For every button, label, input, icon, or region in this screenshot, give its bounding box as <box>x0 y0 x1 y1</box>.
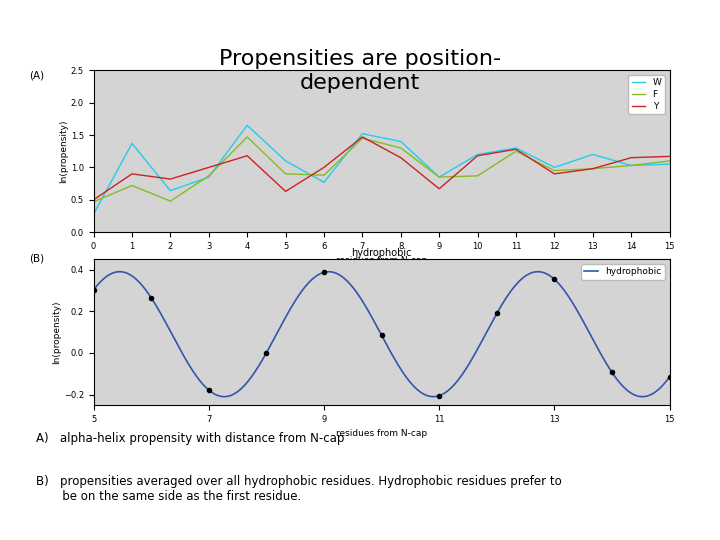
Point <box>549 275 560 284</box>
X-axis label: residues from N-cap: residues from N-cap <box>336 256 427 266</box>
Point <box>664 373 675 381</box>
Y <box>550 171 559 177</box>
Point <box>261 348 272 357</box>
Point <box>491 309 503 318</box>
Y-axis label: ln(propensity): ln(propensity) <box>59 119 68 183</box>
W <box>665 161 674 167</box>
W <box>435 174 444 180</box>
Y <box>397 154 405 161</box>
Y <box>166 176 175 183</box>
Y <box>127 171 136 177</box>
hydrophobic <box>89 287 98 293</box>
hydrophobic <box>220 394 229 400</box>
Y <box>473 152 482 159</box>
Y-axis label: ln(propensity): ln(propensity) <box>52 300 61 364</box>
W <box>473 151 482 158</box>
F <box>282 171 290 177</box>
W <box>397 138 405 145</box>
hydrophobic <box>238 384 247 390</box>
Line: F: F <box>94 137 670 202</box>
Y <box>358 134 366 140</box>
Y <box>204 164 213 171</box>
F <box>243 134 251 140</box>
W <box>166 187 175 194</box>
Text: Propensities are position-
dependent: Propensities are position- dependent <box>219 49 501 93</box>
Y <box>512 146 521 152</box>
hydrophobic <box>192 372 200 378</box>
Point <box>88 286 99 294</box>
W <box>204 174 213 180</box>
Text: (A): (A) <box>29 70 44 80</box>
Point <box>145 293 157 302</box>
F <box>166 198 175 204</box>
F <box>204 173 213 179</box>
Line: Y: Y <box>94 137 670 200</box>
W <box>627 162 636 168</box>
hydrophobic <box>351 287 359 294</box>
hydrophobic <box>534 268 542 275</box>
F <box>435 174 444 180</box>
Point <box>433 392 445 400</box>
W <box>358 131 366 137</box>
W <box>588 151 597 158</box>
Y <box>243 152 251 159</box>
Legend: W, F, Y: W, F, Y <box>629 75 665 114</box>
F <box>473 173 482 179</box>
Title: hydrophobic: hydrophobic <box>351 248 412 259</box>
Y <box>320 164 328 171</box>
Y <box>588 165 597 172</box>
hydrophobic <box>430 394 438 400</box>
Y <box>665 153 674 160</box>
Point <box>376 331 387 340</box>
Text: A)   alpha-helix propensity with distance from N-cap: A) alpha-helix propensity with distance … <box>36 432 344 445</box>
Y <box>89 197 98 203</box>
Line: W: W <box>94 125 670 214</box>
hydrophobic <box>665 374 674 380</box>
Point <box>203 386 215 394</box>
F <box>665 158 674 164</box>
F <box>588 165 597 172</box>
W <box>320 179 328 186</box>
W <box>550 164 559 171</box>
Point <box>606 368 618 377</box>
Y <box>627 154 636 161</box>
F <box>89 199 98 205</box>
Point <box>318 268 330 276</box>
Line: hydrophobic: hydrophobic <box>94 272 670 397</box>
W <box>282 158 290 164</box>
W <box>89 211 98 217</box>
F <box>320 172 328 178</box>
W <box>243 122 251 129</box>
F <box>127 183 136 189</box>
X-axis label: residues from N-cap: residues from N-cap <box>336 429 427 438</box>
W <box>512 145 521 151</box>
F <box>397 145 405 151</box>
F <box>358 135 366 141</box>
Text: (B): (B) <box>29 254 44 264</box>
Legend: hydrophobic: hydrophobic <box>581 264 665 280</box>
hydrophobic <box>524 271 533 278</box>
Y <box>435 186 444 192</box>
Y <box>282 188 290 194</box>
F <box>627 162 636 168</box>
F <box>512 148 521 154</box>
Text: B)   propensities averaged over all hydrophobic residues. Hydrophobic residues p: B) propensities averaged over all hydrop… <box>36 475 562 503</box>
W <box>127 140 136 147</box>
F <box>550 167 559 174</box>
hydrophobic <box>475 343 484 349</box>
